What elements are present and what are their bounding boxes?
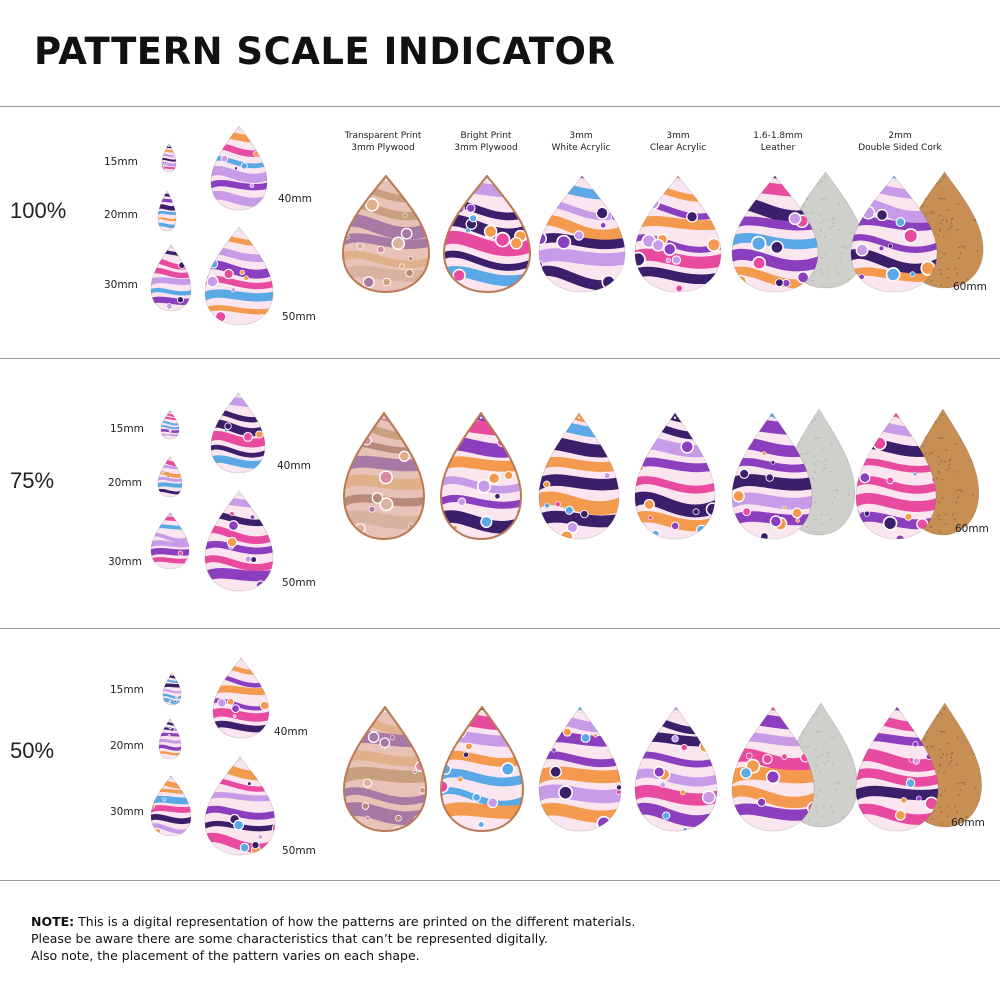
size-label-50mm: 50mm — [282, 845, 316, 857]
material-drop-2 — [538, 412, 620, 540]
sample-drop-30mm — [150, 244, 192, 312]
note-line-2: Please be aware there are some character… — [31, 931, 548, 946]
note-bold: NOTE: — [31, 914, 75, 929]
material-drop-0 — [343, 412, 425, 540]
sample-drop-15mm — [160, 410, 180, 440]
sample-drop-40mm — [212, 657, 270, 739]
material-drop-4 — [731, 412, 813, 540]
note-line-3: Also note, the placement of the pattern … — [31, 948, 420, 963]
material-drop-4 — [731, 706, 815, 832]
scale-percent-label: 75% — [10, 468, 55, 493]
size-label-60mm: 60mm — [951, 817, 985, 829]
size-label-30mm: 30mm — [110, 806, 144, 818]
material-label-transparent-plywood: Transparent Print 3mm Plywood — [344, 131, 422, 153]
page-title: PATTERN SCALE INDICATOR — [34, 30, 616, 73]
material-label-clear-acrylic: 3mm Clear Acrylic — [649, 131, 707, 153]
size-label-40mm: 40mm — [277, 460, 311, 472]
sample-drop-50mm — [204, 490, 274, 592]
sample-drop-50mm — [204, 756, 276, 856]
material-label-leather: 1.6-1.8mm Leather — [753, 131, 803, 153]
sample-drop-20mm — [157, 190, 177, 232]
divider — [0, 628, 1000, 629]
material-label-cork: 2mm Double Sided Cork — [858, 131, 942, 153]
size-label-20mm: 20mm — [108, 477, 142, 489]
sample-drop-50mm — [204, 226, 274, 326]
note-text: NOTE: This is a digital representation o… — [31, 913, 635, 964]
material-drop-3 — [634, 706, 718, 832]
divider — [0, 880, 1000, 881]
sample-drop-30mm — [150, 512, 190, 570]
material-drop-2 — [538, 175, 626, 293]
sample-drop-20mm — [157, 456, 183, 498]
material-drop-3 — [634, 175, 722, 293]
divider — [0, 358, 1000, 359]
material-drop-1 — [440, 412, 522, 540]
size-label-15mm: 15mm — [110, 423, 144, 435]
size-label-15mm: 15mm — [110, 684, 144, 696]
material-label-bright-plywood: Bright Print 3mm Plywood — [454, 131, 518, 153]
material-drop-3 — [634, 412, 716, 540]
material-drop-0 — [342, 175, 430, 293]
material-label-white-acrylic: 3mm White Acrylic — [551, 131, 611, 153]
sample-drop-20mm — [158, 718, 182, 760]
scale-percent-label: 50% — [10, 738, 55, 763]
size-label-60mm: 60mm — [953, 281, 987, 293]
sample-drop-15mm — [161, 143, 177, 173]
material-drop-5 — [855, 706, 939, 832]
size-label-30mm: 30mm — [104, 279, 138, 291]
size-label-50mm: 50mm — [282, 311, 316, 323]
size-label-50mm: 50mm — [282, 577, 316, 589]
size-label-30mm: 30mm — [108, 556, 142, 568]
sample-drop-15mm — [162, 672, 182, 706]
size-label-40mm: 40mm — [278, 193, 312, 205]
size-label-60mm: 60mm — [955, 523, 989, 535]
size-label-20mm: 20mm — [104, 209, 138, 221]
note-line-1: This is a digital representation of how … — [74, 914, 636, 929]
sample-drop-40mm — [210, 125, 268, 211]
divider — [0, 106, 1000, 107]
sample-drop-30mm — [150, 775, 192, 837]
size-label-20mm: 20mm — [110, 740, 144, 752]
material-drop-5 — [855, 412, 937, 540]
size-label-15mm: 15mm — [104, 156, 138, 168]
material-drop-0 — [343, 706, 427, 832]
material-drop-1 — [440, 706, 524, 832]
size-label-40mm: 40mm — [274, 726, 308, 738]
sample-drop-40mm — [210, 392, 266, 474]
material-drop-2 — [538, 706, 622, 832]
scale-percent-label: 100% — [10, 198, 67, 223]
material-drop-5 — [850, 175, 938, 293]
material-drop-4 — [731, 175, 819, 293]
material-drop-1 — [443, 175, 531, 293]
